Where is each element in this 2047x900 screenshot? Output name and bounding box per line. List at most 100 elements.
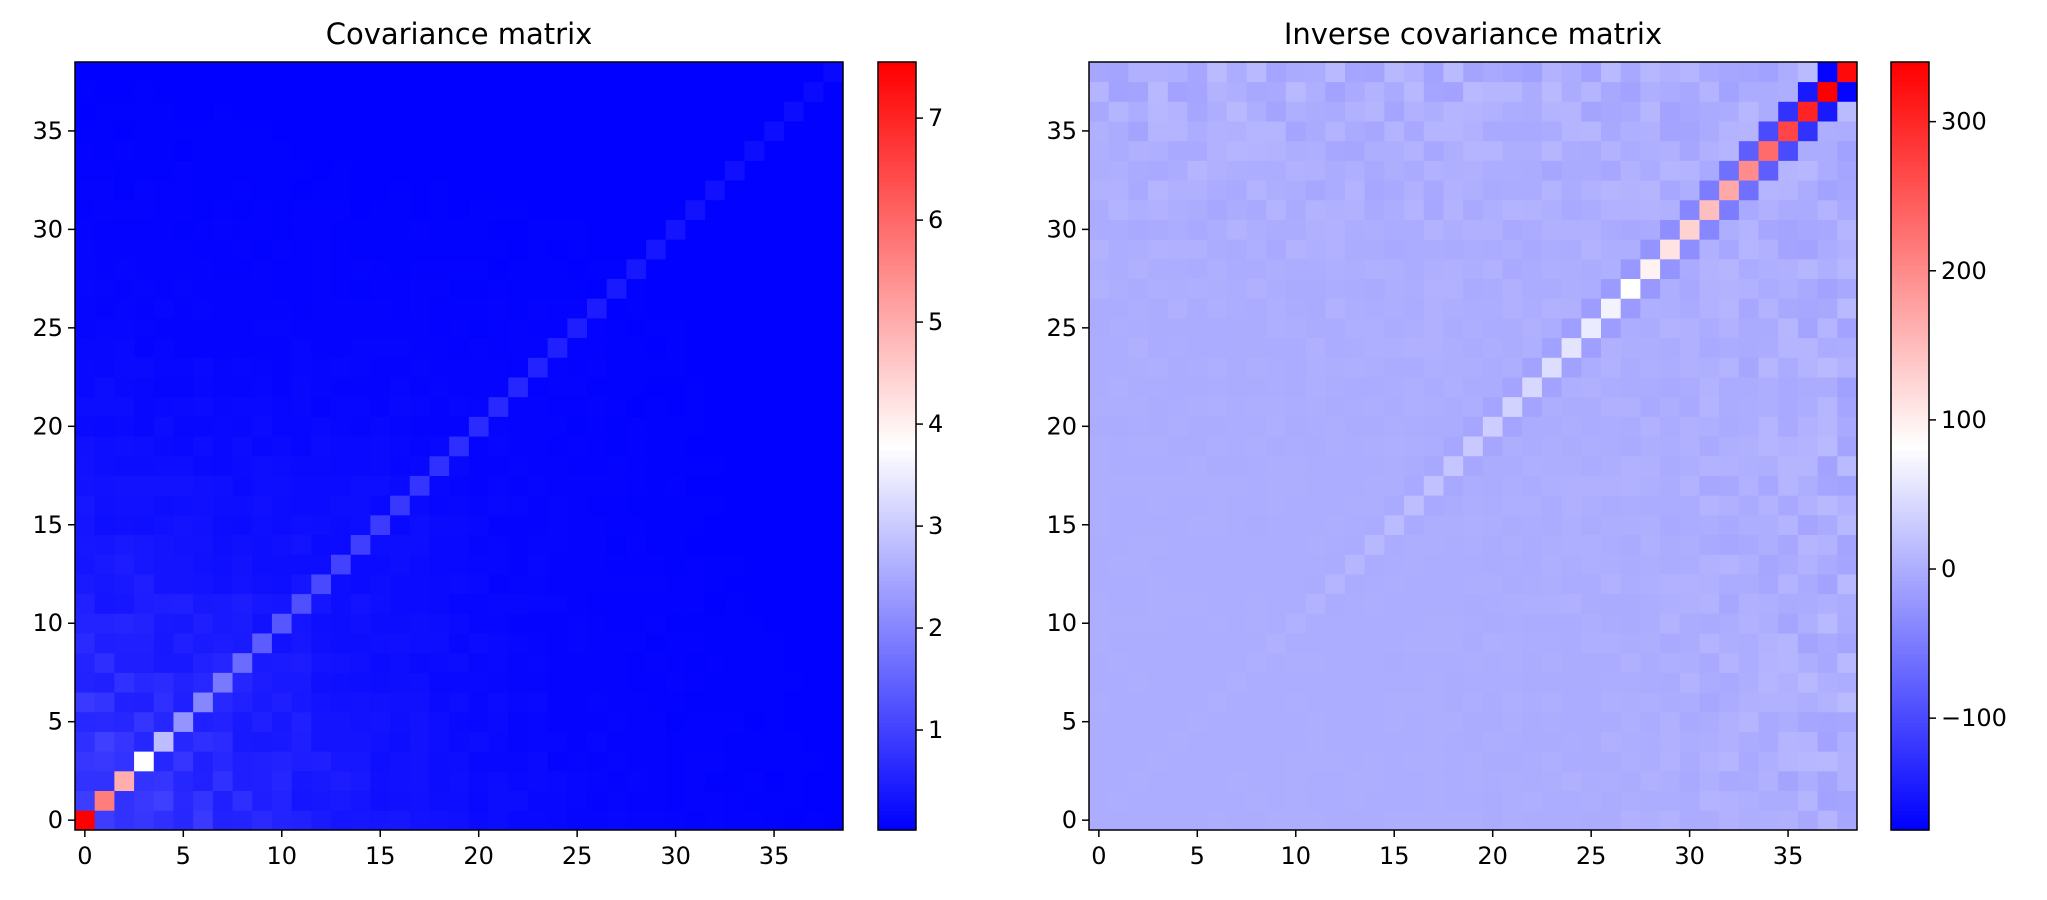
heatmap-cell (1404, 652, 1425, 673)
heatmap-cell (685, 81, 706, 102)
colorbar-segment (878, 380, 916, 386)
heatmap-cell (1285, 790, 1307, 811)
heatmap-cell (1502, 140, 1523, 161)
heatmap-cell (1541, 180, 1563, 201)
heatmap-cell (370, 101, 391, 122)
heatmap-cell (291, 731, 312, 752)
heatmap-cell (646, 357, 667, 378)
heatmap-cell (488, 475, 509, 496)
heatmap-cell (1797, 475, 1819, 496)
heatmap-cell (212, 574, 233, 595)
heatmap-cell (724, 810, 745, 831)
colorbar-segment (878, 127, 916, 132)
heatmap-cell (587, 140, 608, 161)
heatmap-cell (350, 258, 371, 280)
heatmap-cell (567, 770, 588, 792)
heatmap-cell (252, 337, 273, 358)
heatmap-cell (1522, 416, 1543, 437)
heatmap-cell (783, 574, 805, 595)
colorbar-segment (1891, 595, 1929, 601)
heatmap-cell (764, 652, 785, 673)
heatmap-cell (744, 199, 765, 220)
heatmap-cell (173, 790, 194, 811)
heatmap-cell (173, 396, 194, 417)
heatmap-cell (1246, 613, 1267, 634)
heatmap-cell (252, 633, 273, 654)
heatmap-cell (685, 318, 706, 339)
heatmap-cell (685, 711, 706, 732)
heatmap-cell (75, 711, 96, 732)
colorbar-segment (1891, 703, 1929, 708)
heatmap-cell (271, 377, 293, 398)
heatmap-cell (1423, 121, 1444, 142)
heatmap-cell (744, 219, 765, 240)
heatmap-cell (1660, 199, 1681, 220)
heatmap-cell (1089, 396, 1110, 417)
heatmap-cell (1345, 416, 1366, 437)
heatmap-cell (1266, 180, 1287, 201)
heatmap-cell (350, 790, 371, 811)
heatmap-cell (587, 357, 608, 378)
heatmap-cell (1128, 62, 1149, 83)
heatmap-cell (449, 416, 470, 437)
heatmap-cell (1837, 652, 1858, 673)
heatmap-cell (1207, 180, 1228, 201)
heatmap-cell (567, 258, 588, 280)
heatmap-cell (508, 160, 529, 181)
colorbar-segment (1891, 223, 1929, 228)
heatmap-cell (1305, 219, 1326, 240)
heatmap-cell (193, 711, 214, 732)
heatmap-cell (1738, 101, 1759, 122)
heatmap-cell (232, 180, 253, 201)
heatmap-cell (1561, 810, 1582, 831)
heatmap-cell (527, 436, 549, 457)
heatmap-cell (685, 514, 706, 536)
heatmap-cell (567, 318, 588, 339)
y-tick-label: 30 (1046, 215, 1077, 243)
colorbar-segment (1891, 288, 1929, 293)
heatmap-cell (646, 574, 667, 595)
heatmap-cell (1443, 534, 1464, 555)
heatmap-cell (1345, 239, 1366, 260)
heatmap-cell (1266, 318, 1287, 339)
heatmap-cell (134, 396, 155, 417)
heatmap-cell (1679, 495, 1700, 516)
colorbar-segment (878, 503, 916, 509)
heatmap-cell (1187, 239, 1208, 260)
heatmap-cell (587, 672, 608, 693)
heatmap-cell (1266, 633, 1287, 654)
heatmap-cell (1187, 416, 1208, 437)
heatmap-cell (646, 731, 667, 752)
heatmap-cell (252, 219, 273, 240)
heatmap-cell (724, 416, 745, 437)
heatmap-cell (468, 692, 489, 713)
heatmap-cell (409, 396, 430, 417)
heatmap-cell (1601, 751, 1622, 772)
heatmap-cell (488, 219, 509, 240)
colorbar-segment (878, 764, 916, 770)
heatmap-cell (1620, 258, 1641, 280)
heatmap-cell (409, 554, 430, 575)
heatmap-cell (331, 633, 352, 654)
heatmap-cell (429, 318, 450, 339)
heatmap-cell (1601, 633, 1622, 654)
heatmap-cell (390, 219, 411, 240)
heatmap-cell (508, 377, 529, 398)
heatmap-cell (567, 298, 588, 319)
heatmap-cell (567, 633, 588, 654)
heatmap-cell (193, 239, 214, 260)
heatmap-cell (1148, 613, 1169, 634)
heatmap-cell (1345, 436, 1366, 457)
heatmap-cell (803, 199, 824, 220)
heatmap-cell (1738, 790, 1759, 811)
heatmap-cell (1778, 810, 1799, 831)
heatmap-cell (783, 613, 805, 634)
heatmap-cell (665, 692, 686, 713)
heatmap-cell (1797, 298, 1819, 319)
heatmap-cell (1266, 219, 1287, 240)
heatmap-cell (193, 810, 214, 831)
heatmap-cell (1797, 278, 1819, 299)
heatmap-cell (1561, 633, 1582, 654)
heatmap-cell (1325, 613, 1346, 634)
heatmap-cell (1148, 140, 1169, 161)
